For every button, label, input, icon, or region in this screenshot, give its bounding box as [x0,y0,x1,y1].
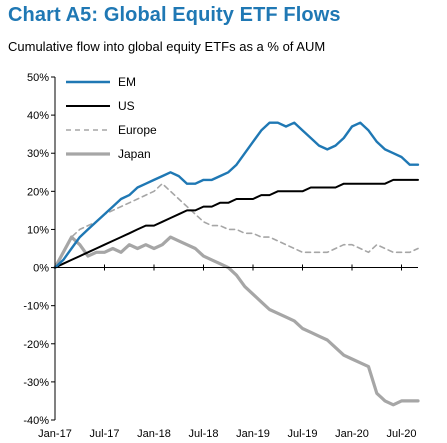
chart-title: Chart A5: Global Equity ETF Flows [8,4,341,26]
x-tick-label: Jan-18 [137,428,171,440]
x-tick-label: Jul-20 [387,428,417,440]
legend-label-us: US [118,99,135,113]
y-tick-label: -30% [23,377,49,389]
legend-label-europe: Europe [118,123,157,137]
legend-label-japan: Japan [118,147,151,161]
x-tick-label: Jul-17 [90,428,120,440]
series-line-japan [53,235,420,407]
y-tick-label: -20% [23,339,49,351]
series-line-em [53,121,420,269]
y-tick-label: 10% [27,224,49,236]
x-tick-label: Jul-18 [189,428,219,440]
x-tick-label: Jan-19 [236,428,270,440]
y-tick-label: 0% [33,263,49,275]
y-tick-label: 30% [27,148,49,160]
x-tick-label: Jan-17 [38,428,72,440]
legend-label-em: EM [118,75,136,89]
y-tick-label: 50% [27,72,49,84]
y-tick-label: 20% [27,186,49,198]
series-line-europe [54,182,419,269]
x-tick-label: Jan-20 [335,428,369,440]
series-line-us [54,178,419,269]
y-tick-label: -10% [23,301,49,313]
chart-subtitle: Cumulative flow into global equity ETFs … [8,39,326,54]
y-tick-label: 40% [27,110,49,122]
x-tick-label: Jul-19 [288,428,318,440]
y-tick-label: -40% [23,415,49,427]
